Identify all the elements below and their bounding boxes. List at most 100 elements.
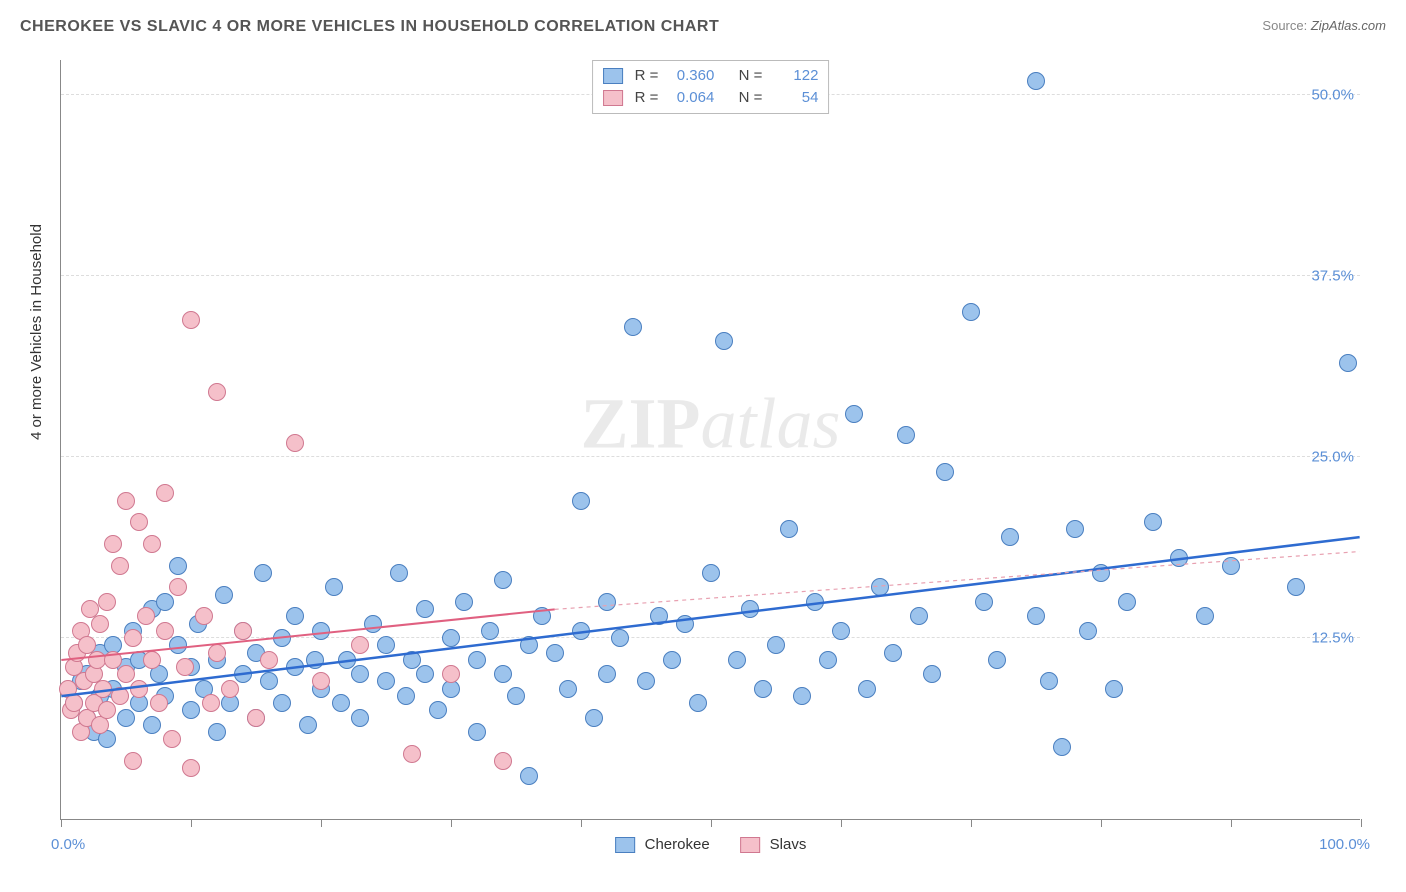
- data-point: [247, 709, 265, 727]
- data-point: [306, 651, 324, 669]
- data-point: [533, 607, 551, 625]
- data-point: [130, 513, 148, 531]
- data-point: [572, 622, 590, 640]
- data-point: [111, 557, 129, 575]
- data-point: [137, 607, 155, 625]
- data-point: [176, 658, 194, 676]
- data-point: [182, 311, 200, 329]
- data-point: [182, 701, 200, 719]
- y-tick-label: 50.0%: [1311, 87, 1354, 104]
- data-point: [286, 607, 304, 625]
- x-tick: [581, 819, 582, 827]
- data-point: [897, 426, 915, 444]
- data-point: [1092, 564, 1110, 582]
- x-tick: [61, 819, 62, 827]
- data-point: [637, 672, 655, 690]
- data-point: [416, 600, 434, 618]
- data-point: [124, 752, 142, 770]
- gridline: [61, 637, 1360, 638]
- data-point: [150, 694, 168, 712]
- data-point: [806, 593, 824, 611]
- x-tick: [711, 819, 712, 827]
- data-point: [676, 615, 694, 633]
- data-point: [1027, 72, 1045, 90]
- data-point: [520, 636, 538, 654]
- data-point: [520, 767, 538, 785]
- data-point: [156, 484, 174, 502]
- data-point: [871, 578, 889, 596]
- n-value-slavs: 54: [770, 87, 818, 109]
- data-point: [598, 593, 616, 611]
- data-point: [124, 629, 142, 647]
- data-point: [104, 535, 122, 553]
- y-tick-label: 25.0%: [1311, 449, 1354, 466]
- data-point: [143, 651, 161, 669]
- data-point: [143, 535, 161, 553]
- data-point: [390, 564, 408, 582]
- data-point: [559, 680, 577, 698]
- n-label: N =: [739, 87, 763, 109]
- data-point: [403, 651, 421, 669]
- legend-item-cherokee: Cherokee: [615, 836, 710, 853]
- data-point: [195, 607, 213, 625]
- data-point: [98, 593, 116, 611]
- data-point: [221, 680, 239, 698]
- data-point: [1170, 549, 1188, 567]
- data-point: [858, 680, 876, 698]
- legend-correlation: R = 0.360 N = 122 R = 0.064 N = 54: [592, 60, 830, 114]
- data-point: [507, 687, 525, 705]
- data-point: [351, 665, 369, 683]
- data-point: [286, 434, 304, 452]
- data-point: [299, 716, 317, 734]
- x-axis-max-label: 100.0%: [1319, 836, 1370, 853]
- data-point: [728, 651, 746, 669]
- swatch-slavs: [740, 837, 760, 853]
- r-value-cherokee: 0.360: [666, 65, 714, 87]
- data-point: [1027, 607, 1045, 625]
- data-point: [546, 644, 564, 662]
- data-point: [273, 629, 291, 647]
- data-point: [689, 694, 707, 712]
- data-point: [364, 615, 382, 633]
- data-point: [624, 318, 642, 336]
- data-point: [104, 651, 122, 669]
- trend-lines: [61, 60, 1360, 819]
- data-point: [325, 578, 343, 596]
- data-point: [351, 636, 369, 654]
- data-point: [377, 636, 395, 654]
- source-name: ZipAtlas.com: [1311, 18, 1386, 33]
- x-tick: [841, 819, 842, 827]
- data-point: [611, 629, 629, 647]
- x-tick: [1361, 819, 1362, 827]
- data-point: [1066, 520, 1084, 538]
- data-point: [741, 600, 759, 618]
- data-point: [780, 520, 798, 538]
- data-point: [202, 694, 220, 712]
- source-prefix: Source:: [1262, 18, 1307, 33]
- data-point: [962, 303, 980, 321]
- data-point: [429, 701, 447, 719]
- swatch-cherokee: [603, 68, 623, 84]
- data-point: [377, 672, 395, 690]
- r-label: R =: [635, 65, 659, 87]
- n-label: N =: [739, 65, 763, 87]
- data-point: [338, 651, 356, 669]
- data-point: [117, 709, 135, 727]
- data-point: [208, 644, 226, 662]
- data-point: [312, 672, 330, 690]
- data-point: [312, 622, 330, 640]
- legend-label-cherokee: Cherokee: [645, 836, 710, 853]
- data-point: [156, 622, 174, 640]
- data-point: [169, 636, 187, 654]
- data-point: [442, 665, 460, 683]
- y-tick-label: 37.5%: [1311, 268, 1354, 285]
- data-point: [163, 730, 181, 748]
- data-point: [702, 564, 720, 582]
- y-axis-title: 4 or more Vehicles in Household: [28, 224, 45, 440]
- data-point: [455, 593, 473, 611]
- data-point: [1053, 738, 1071, 756]
- data-point: [481, 622, 499, 640]
- data-point: [1105, 680, 1123, 698]
- data-point: [572, 492, 590, 510]
- legend-label-slavs: Slavs: [770, 836, 807, 853]
